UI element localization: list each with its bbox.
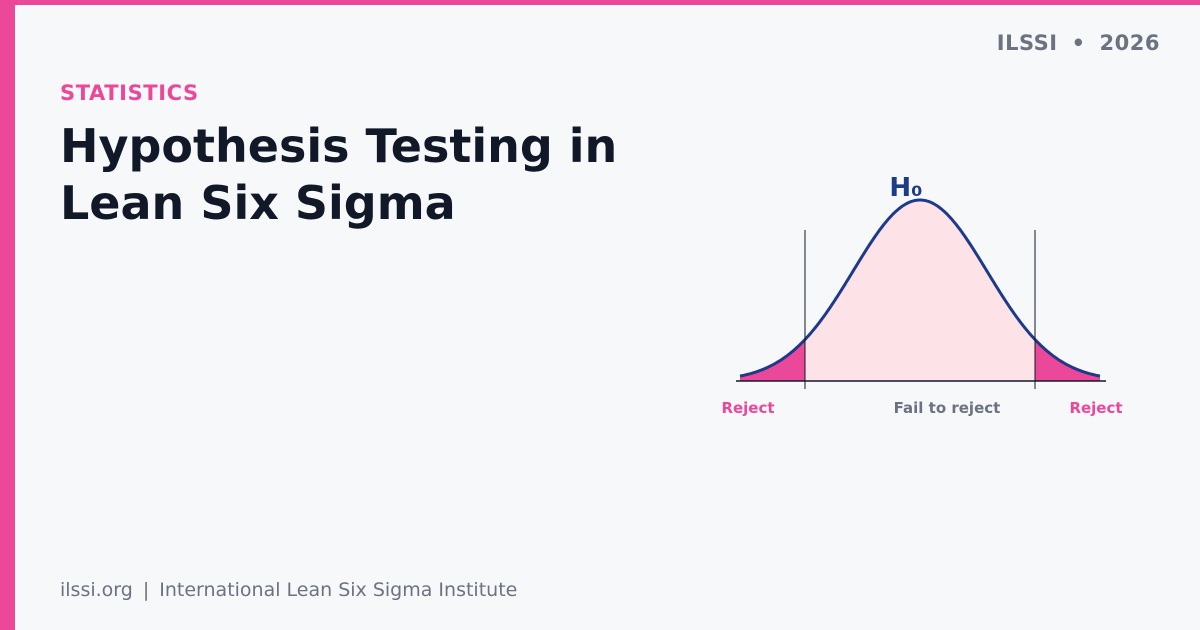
footer: ilssi.org | International Lean Six Sigma I… [60, 579, 517, 601]
category-label: STATISTICS [60, 81, 199, 105]
brand-header: ILSSI • 2026 [997, 31, 1160, 55]
reject-label-right: Reject [1069, 399, 1122, 417]
hypothesis-test-diagram: H₀ Reject Fail to reject Reject [721, 173, 1122, 417]
footer-site: ilssi.org [60, 579, 133, 601]
fail-to-reject-region [805, 200, 1035, 381]
left-rejection-region [740, 339, 805, 381]
right-rejection-region [1035, 339, 1100, 381]
footer-organization: International Lean Six Sigma Institute [159, 579, 518, 601]
normal-distribution-curve [739, 198, 1101, 378]
title-line-1: Hypothesis Testing in [60, 119, 618, 173]
page-title: Hypothesis Testing in Lean Six Sigma [60, 118, 680, 232]
brand-year: 2026 [1099, 31, 1160, 55]
reject-label-left: Reject [721, 399, 774, 417]
top-accent-bar [0, 0, 1200, 5]
left-accent-bar [0, 0, 15, 630]
brand-org: ILSSI [996, 31, 1058, 55]
null-hypothesis-label: H₀ [889, 173, 922, 203]
title-line-2: Lean Six Sigma [60, 176, 456, 230]
brand-separator: • [1071, 31, 1086, 55]
footer-divider: | [142, 579, 150, 601]
fail-to-reject-label: Fail to reject [894, 399, 1001, 417]
